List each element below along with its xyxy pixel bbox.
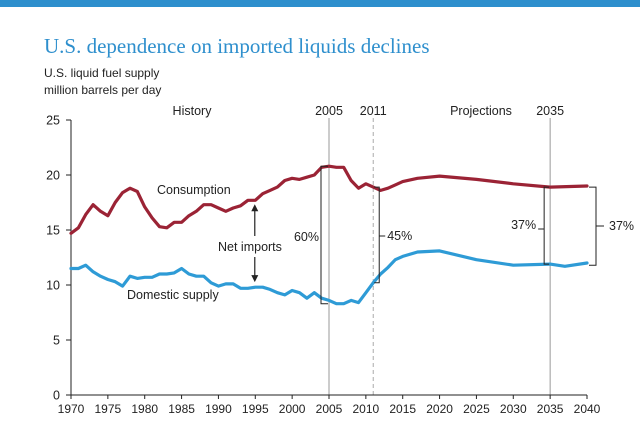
x-tick-label: 2035 <box>537 402 564 416</box>
y-tick-label: 20 <box>46 169 60 183</box>
x-tick-label: 1970 <box>58 402 85 416</box>
import-share-bracket-2035 <box>543 186 550 265</box>
x-tick-label: 2020 <box>426 402 453 416</box>
import-share-label-2035: 37% <box>511 218 536 232</box>
x-tick-label: 2040 <box>574 402 601 416</box>
import-share-label-2011: 45% <box>387 229 412 243</box>
x-tick-label: 2010 <box>353 402 380 416</box>
period-label-projections: Projections <box>450 104 512 118</box>
series-label-domestic-supply: Domestic supply <box>127 288 219 302</box>
import-share-label-2040: 37% <box>609 219 634 233</box>
x-tick-label: 2030 <box>500 402 527 416</box>
top-accent-bar <box>0 0 640 7</box>
y-tick-label: 25 <box>46 114 60 128</box>
year-marker-label-2035: 2035 <box>536 104 564 118</box>
series-label-consumption: Consumption <box>157 183 231 197</box>
y-tick-label: 0 <box>53 389 60 403</box>
import-share-bracket-2011 <box>374 186 380 284</box>
x-tick-label: 1995 <box>242 402 269 416</box>
y-tick-label: 10 <box>46 279 60 293</box>
y-tick-label: 5 <box>53 334 60 348</box>
series-line-consumption <box>69 164 589 235</box>
y-axis-label-line-2: million barrels per day <box>44 83 162 97</box>
x-tick-label: 1990 <box>205 402 232 416</box>
x-tick-label: 2005 <box>316 402 343 416</box>
net-imports-arrowhead-down <box>251 275 259 283</box>
period-label-history: History <box>173 104 213 118</box>
x-tick-label: 2000 <box>279 402 306 416</box>
import-share-bracket-2005 <box>320 165 328 305</box>
net-imports-arrowhead-up <box>251 204 259 212</box>
import-share-label-2005: 60% <box>294 230 319 244</box>
y-tick-label: 15 <box>46 224 60 238</box>
y-axis-label-line-1: U.S. liquid fuel supply <box>44 66 160 80</box>
x-tick-label: 1980 <box>131 402 158 416</box>
x-tick-label: 2015 <box>389 402 416 416</box>
x-tick-label: 2025 <box>463 402 490 416</box>
year-marker-label-2011: 2011 <box>360 104 387 118</box>
series-line-domestic-supply <box>69 249 589 306</box>
import-share-bracket-2040 <box>589 186 597 266</box>
net-imports-label: Net imports <box>218 240 282 254</box>
chart-title: U.S. dependence on imported liquids decl… <box>44 34 430 58</box>
x-tick-label: 1985 <box>168 402 195 416</box>
x-tick-label: 1975 <box>95 402 122 416</box>
year-marker-label-2005: 2005 <box>315 104 343 118</box>
